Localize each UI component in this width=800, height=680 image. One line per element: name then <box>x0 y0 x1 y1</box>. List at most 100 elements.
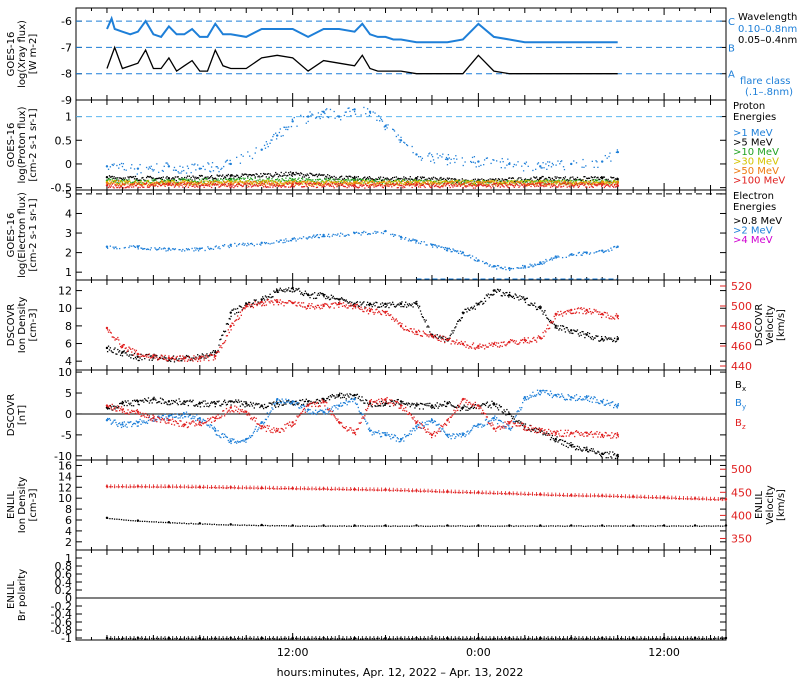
data-dot <box>463 254 465 256</box>
data-dot <box>239 311 242 313</box>
data-dot <box>166 178 168 181</box>
data-dot <box>379 182 381 184</box>
data-dot <box>514 180 516 182</box>
data-dot <box>210 352 212 354</box>
data-dot <box>439 182 441 184</box>
data-dot <box>480 346 482 348</box>
data-dot <box>448 184 450 187</box>
data-dot <box>329 183 332 185</box>
data-dot <box>379 303 382 305</box>
data-dot <box>391 178 393 180</box>
data-dot <box>171 357 173 359</box>
data-dot <box>364 187 366 189</box>
data-dot <box>363 179 365 182</box>
data-dot <box>461 251 463 253</box>
data-dot <box>465 346 467 348</box>
data-dot <box>185 354 188 357</box>
data-dot <box>316 182 319 185</box>
data-dot <box>275 138 278 140</box>
data-dot <box>131 176 133 179</box>
data-dot <box>125 352 127 354</box>
data-dot <box>246 180 248 182</box>
data-dot <box>522 267 525 269</box>
data-dot <box>275 171 277 174</box>
data-dot <box>321 235 323 238</box>
data-dot <box>249 304 251 306</box>
data-dot <box>200 174 203 177</box>
data-dot <box>152 180 154 182</box>
data-dot <box>381 186 384 188</box>
data-dot <box>526 181 528 183</box>
data-dot <box>494 182 496 185</box>
data-dot <box>159 356 162 358</box>
data-dot <box>367 178 370 181</box>
data-dot <box>353 187 356 189</box>
data-dot <box>145 248 148 251</box>
data-dot <box>496 182 499 184</box>
data-dot <box>301 292 303 294</box>
data-dot <box>561 182 564 184</box>
data-dot <box>184 250 186 252</box>
data-dot <box>109 331 112 333</box>
data-dot <box>409 179 411 181</box>
data-dot <box>159 184 162 187</box>
data-dot <box>405 325 407 327</box>
data-dot <box>604 181 606 183</box>
data-dot <box>210 353 213 356</box>
data-dot <box>432 337 435 339</box>
data-dot <box>357 232 359 234</box>
data-dot <box>192 181 194 183</box>
data-dot <box>192 181 194 184</box>
data-dot <box>483 183 485 185</box>
data-dot <box>594 179 596 181</box>
data-dot <box>262 180 264 183</box>
data-dot <box>357 306 359 308</box>
data-dot <box>183 169 185 172</box>
data-dot <box>540 306 542 308</box>
data-dot <box>457 180 460 182</box>
data-dot <box>422 181 424 184</box>
data-dot <box>557 181 559 184</box>
data-dot <box>489 180 491 183</box>
data-dot <box>293 186 295 188</box>
data-dot <box>418 180 421 182</box>
data-dot <box>269 293 271 295</box>
data-dot <box>286 290 288 292</box>
data-dot <box>239 177 242 179</box>
data-dot <box>439 334 441 337</box>
data-dot <box>162 357 164 360</box>
data-dot <box>217 178 219 180</box>
data-dot <box>500 182 502 184</box>
data-dot <box>291 178 294 180</box>
data-dot <box>548 320 551 323</box>
data-dot <box>324 183 326 185</box>
data-dot <box>367 186 370 188</box>
data-dot <box>162 181 164 183</box>
data-dot <box>471 308 474 310</box>
data-dot <box>137 359 139 362</box>
data-dot <box>133 352 136 355</box>
data-dot <box>123 350 125 352</box>
data-dot <box>373 179 375 182</box>
data-dot <box>119 343 121 345</box>
data-dot <box>173 248 176 251</box>
data-dot <box>148 184 151 187</box>
data-dot <box>340 184 343 186</box>
data-dot <box>584 251 586 254</box>
data-dot <box>309 184 311 187</box>
data-dot <box>121 165 124 168</box>
data-dot <box>579 179 581 181</box>
data-dot <box>541 180 543 182</box>
data-dot <box>544 309 546 312</box>
data-dot <box>325 183 327 185</box>
data-dot <box>503 182 505 185</box>
data-dot <box>522 264 524 267</box>
data-dot <box>441 336 443 338</box>
data-dot <box>258 180 260 183</box>
data-dot <box>147 183 150 186</box>
data-dot <box>383 185 385 187</box>
data-dot <box>224 161 227 163</box>
data-dot <box>215 178 217 180</box>
data-dot <box>475 184 477 186</box>
data-dot <box>179 179 181 181</box>
